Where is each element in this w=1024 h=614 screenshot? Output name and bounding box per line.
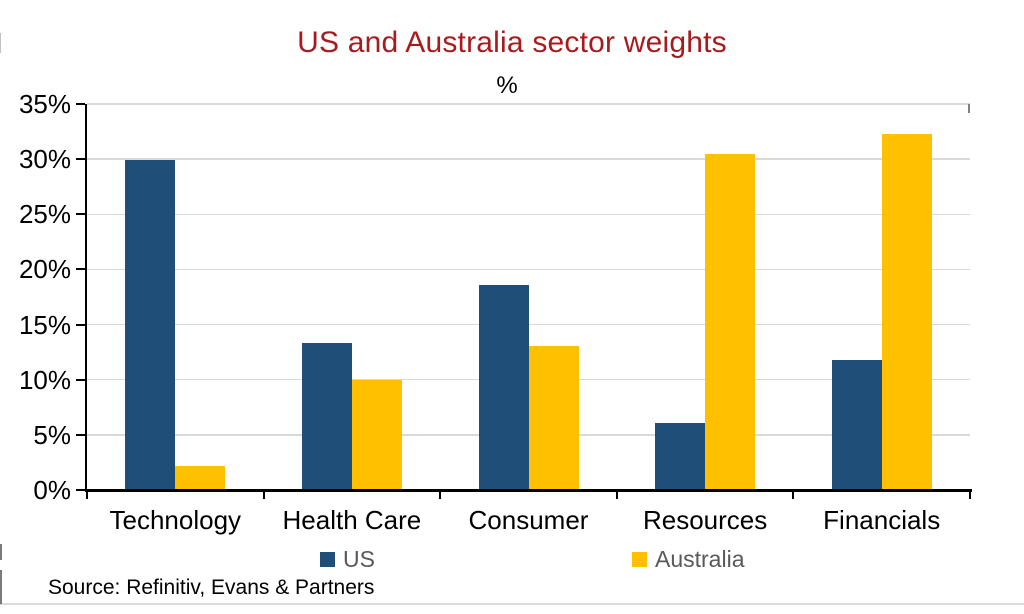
- x-axis-category-label: Consumer: [468, 505, 589, 535]
- bar-us-health-care: [301, 343, 352, 490]
- bar-us-consumer: [478, 284, 529, 490]
- legend-label-australia: Australia: [655, 546, 745, 572]
- screenshot-edge-artifact: [0, 544, 2, 560]
- bar-australia-health-care: [351, 379, 402, 490]
- bottom-divider-line: [0, 603, 1024, 605]
- x-axis-tick: [439, 490, 442, 499]
- y-axis-tick: [76, 489, 85, 491]
- y-axis-tick-label: 5%: [33, 419, 71, 450]
- y-axis-unit-label: %: [496, 72, 518, 99]
- bar-australia-consumer: [528, 345, 579, 490]
- bar-us-technology: [125, 160, 176, 490]
- legend-label-us: US: [343, 546, 375, 572]
- x-axis-category-label: Financials: [823, 505, 941, 535]
- screenshot-edge-artifact: [0, 570, 2, 604]
- bar-us-financials: [831, 359, 882, 490]
- y-axis-tick: [76, 378, 85, 381]
- y-axis-tick-label: 25%: [18, 199, 71, 230]
- x-axis-tick: [86, 490, 88, 499]
- x-axis-category-label: Resources: [642, 505, 768, 535]
- legend-item-australia: Australia: [632, 546, 744, 573]
- y-axis-tick: [76, 433, 85, 436]
- x-axis-tick: [792, 490, 795, 499]
- x-axis-category-label: Health Care: [282, 505, 422, 535]
- y-axis-tick-label: 35%: [18, 89, 71, 119]
- y-axis-tick: [76, 323, 85, 326]
- bar-us-resources: [655, 422, 706, 490]
- gridline: [87, 268, 970, 271]
- y-axis-line: [85, 104, 87, 492]
- bar-australia-resources: [705, 153, 756, 490]
- y-axis-tick-label: 15%: [18, 309, 71, 340]
- bar-australia-financials: [881, 133, 932, 490]
- y-axis-tick: [76, 213, 85, 216]
- y-axis-tick-label: 10%: [18, 364, 71, 395]
- x-axis-tick: [615, 490, 618, 499]
- gridline: [87, 158, 970, 160]
- us-series-swatch-icon: [320, 552, 335, 567]
- legend-item-us: US: [320, 546, 375, 573]
- chart-title: US and Australia sector weights: [297, 26, 727, 59]
- x-axis-line: [85, 489, 972, 492]
- y-axis-tick: [76, 103, 85, 105]
- australia-series-swatch-icon: [632, 552, 647, 567]
- screenshot-edge-artifact: [0, 33, 1, 53]
- gridline: [87, 213, 970, 216]
- y-axis-tick-label: 20%: [18, 254, 71, 285]
- y-axis-tick-label: 30%: [18, 144, 71, 175]
- y-axis-tick: [76, 268, 85, 271]
- plot-area: 0% 5% 10% 15% 20% 25% 30% 35% Technology Health C…: [19, 90, 972, 534]
- gridline: [87, 103, 970, 105]
- x-axis-tick: [969, 490, 971, 499]
- plot-top-right-tick: [967, 104, 970, 113]
- gridline: [87, 323, 970, 326]
- x-axis-category-label: Technology: [109, 505, 242, 535]
- bar-australia-technology: [175, 465, 226, 490]
- source-caption: Source: Refinitiv, Evans & Partners: [48, 576, 375, 599]
- y-axis-tick-label: 0%: [33, 475, 71, 505]
- x-axis-tick: [262, 490, 265, 499]
- y-axis-tick: [76, 158, 85, 161]
